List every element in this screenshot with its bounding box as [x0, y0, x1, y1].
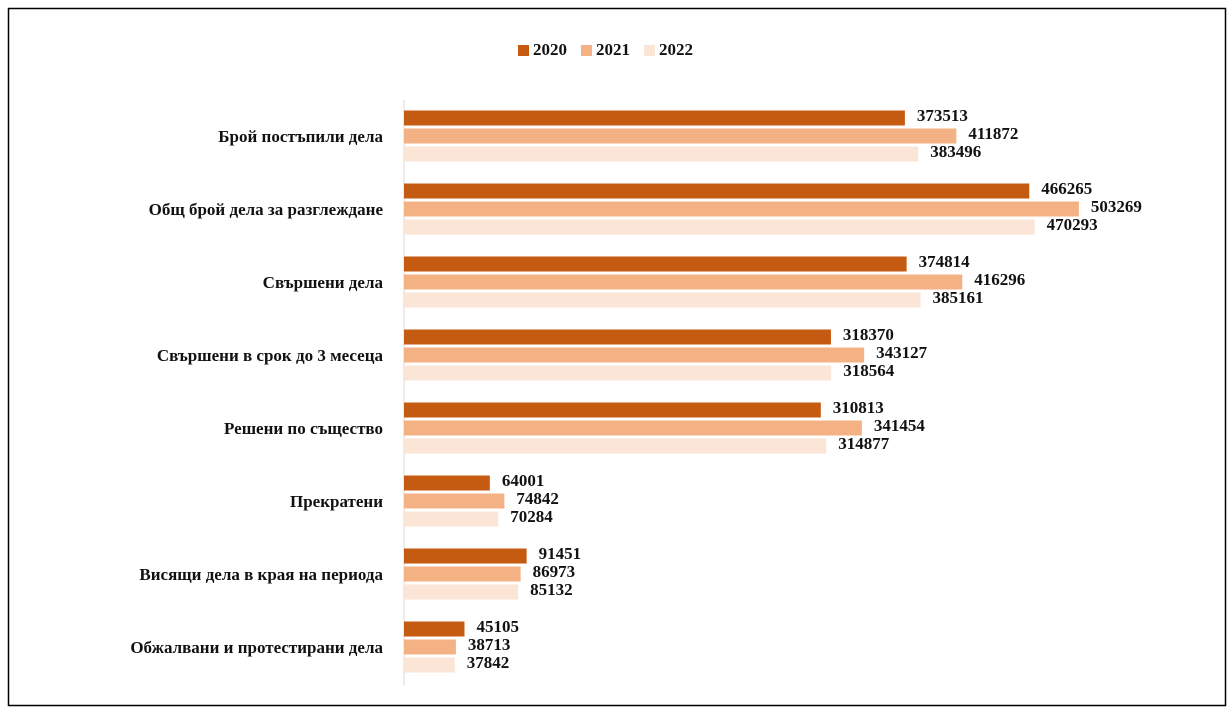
data-label: 318564 [843, 361, 895, 380]
legend-label: 2021 [596, 40, 630, 59]
data-label: 385161 [933, 288, 984, 307]
bar [404, 183, 1030, 199]
data-label: 503269 [1091, 197, 1142, 216]
category-label: Обжалвани и протестирани дела [130, 638, 383, 657]
legend-label: 2022 [659, 40, 693, 59]
bar [404, 475, 490, 491]
category-label: Свършени дела [263, 273, 384, 292]
bar [404, 256, 907, 272]
legend-swatch [644, 45, 655, 56]
category-label: Решени по същество [224, 419, 383, 438]
bar [404, 219, 1035, 235]
bar [404, 493, 505, 509]
data-label: 373513 [917, 106, 968, 125]
bar [404, 201, 1079, 217]
category-label: Брой постъпили дела [218, 127, 383, 146]
data-label: 341454 [874, 416, 926, 435]
category-label: Висящи дела в края на периода [139, 565, 383, 584]
bar [404, 110, 905, 126]
bar [404, 146, 919, 162]
data-label: 45105 [476, 617, 519, 636]
bar [404, 639, 456, 655]
data-label: 318370 [843, 325, 894, 344]
bar [404, 621, 465, 637]
data-label: 374814 [919, 252, 971, 271]
data-label: 343127 [876, 343, 928, 362]
category-label: Свършени в срок до 3 месеца [157, 346, 384, 365]
data-label: 383496 [930, 142, 981, 161]
category-label: Прекратени [290, 492, 383, 511]
bar [404, 566, 521, 582]
legend-swatch [518, 45, 529, 56]
bar [404, 511, 499, 527]
data-label: 416296 [974, 270, 1025, 289]
bar [404, 438, 827, 454]
bar [404, 292, 921, 308]
bar [404, 329, 831, 345]
data-label: 37842 [467, 653, 510, 672]
bar [404, 657, 455, 673]
bar [404, 347, 865, 363]
bar [404, 548, 527, 564]
data-label: 74842 [516, 489, 559, 508]
data-label: 38713 [468, 635, 511, 654]
legend-swatch [581, 45, 592, 56]
data-label: 314877 [838, 434, 890, 453]
category-label: Общ брой дела за разглеждане [149, 200, 384, 219]
data-label: 91451 [539, 544, 582, 563]
bar [404, 402, 821, 418]
bar [404, 128, 957, 144]
bar [404, 274, 963, 290]
bar [404, 584, 519, 600]
data-label: 411872 [968, 124, 1018, 143]
data-label: 310813 [833, 398, 884, 417]
legend-label: 2020 [533, 40, 567, 59]
bar [404, 420, 862, 436]
data-label: 470293 [1047, 215, 1098, 234]
data-label: 466265 [1041, 179, 1092, 198]
bar [404, 365, 832, 381]
data-label: 70284 [510, 507, 553, 526]
data-label: 86973 [533, 562, 576, 581]
data-label: 64001 [502, 471, 544, 490]
data-label: 85132 [530, 580, 573, 599]
